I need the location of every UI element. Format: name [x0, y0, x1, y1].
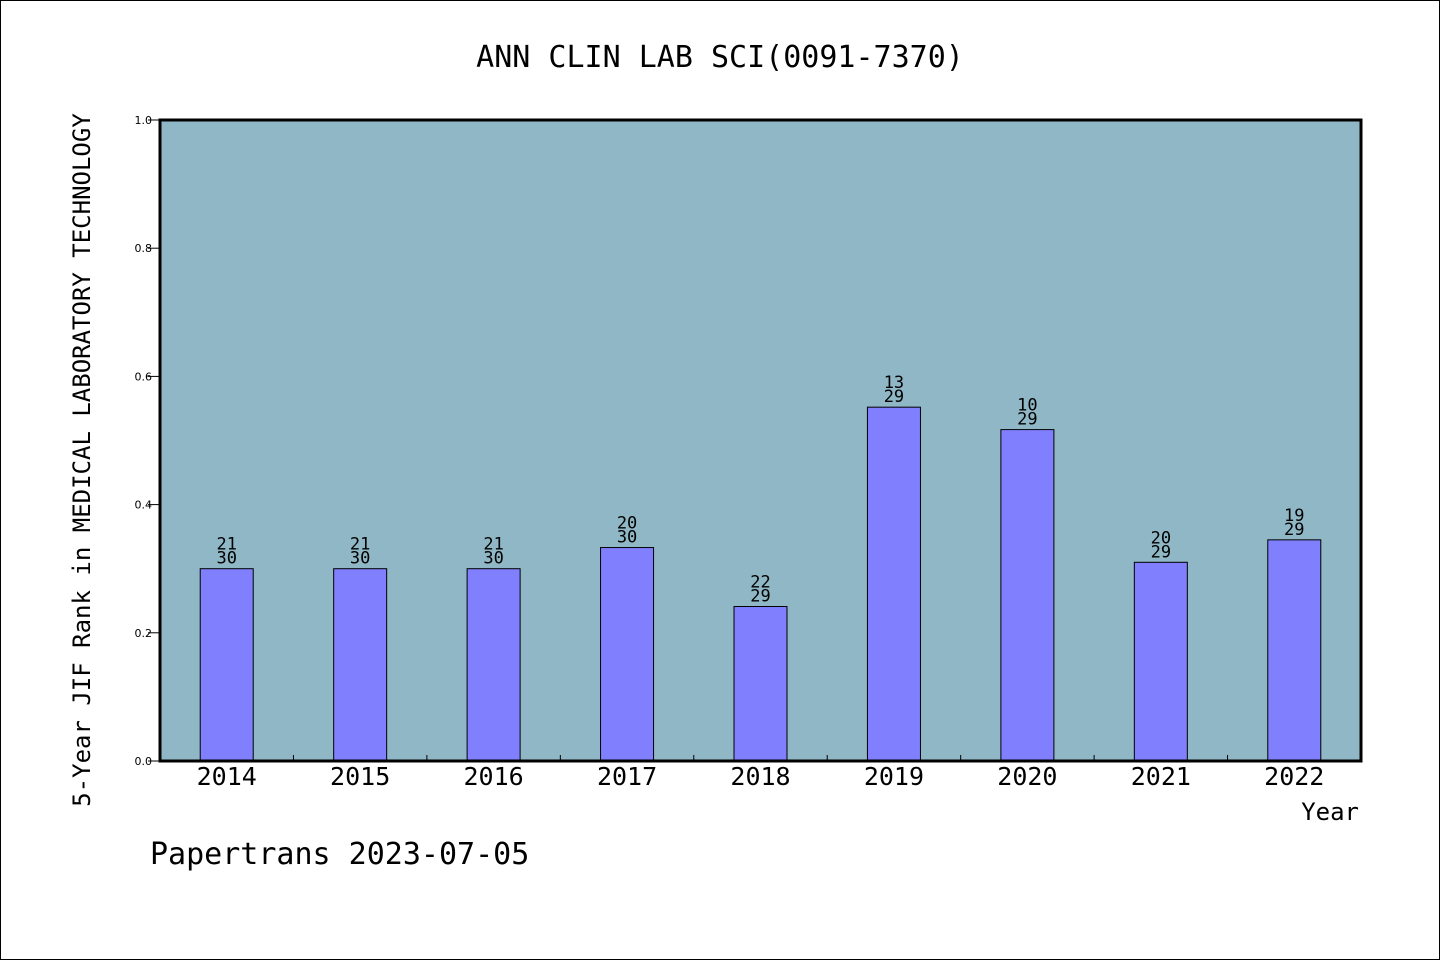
footer-credit: Papertrans 2023-07-05 — [150, 837, 529, 872]
bar-total-label: 30 — [617, 528, 637, 548]
bar-2018 — [733, 606, 788, 762]
x-tick-label: 2016 — [464, 762, 524, 791]
bar-rank-label: 20 — [1151, 528, 1171, 548]
x-tick-labels: 2014 2015 2016 2017 2018 2019 2020 2021 2022 — [197, 762, 1325, 791]
y-tick-label: 0.0 — [135, 755, 153, 768]
plot-border — [158, 118, 1363, 763]
x-tick-label: 2021 — [1131, 762, 1191, 791]
bar-2014 — [199, 568, 254, 762]
y-tick-label: 0.6 — [135, 370, 153, 383]
bar-total-label: 30 — [216, 549, 236, 569]
bar-total-label: 29 — [750, 587, 770, 607]
bar-2015 — [333, 568, 388, 762]
y-tick-label: 0.2 — [135, 627, 153, 640]
y-tick-label: 1.0 — [135, 114, 153, 127]
bar-rank-label: 19 — [1284, 506, 1304, 526]
bar-rank-label: 22 — [750, 573, 770, 593]
bar-rank-label: 21 — [350, 535, 370, 555]
bar-2021 — [1133, 561, 1188, 762]
x-tick-label: 2022 — [1264, 762, 1324, 791]
bar-total-label: 30 — [350, 549, 370, 569]
bar-2017 — [600, 547, 655, 762]
bar-2016 — [466, 568, 521, 762]
x-tick-label: 2017 — [597, 762, 657, 791]
bar-2020 — [1000, 429, 1055, 762]
bar-total-label: 29 — [1017, 410, 1037, 430]
x-axis-label: Year — [1301, 798, 1359, 826]
bar-rank-label: 21 — [216, 535, 236, 555]
y-tick-label: 0.8 — [135, 242, 153, 255]
bar-rank-label: 13 — [884, 373, 904, 393]
bar-rank-label: 10 — [1017, 396, 1037, 416]
bar-rank-label: 21 — [483, 535, 503, 555]
bar-2022 — [1267, 539, 1322, 762]
x-tick-label: 2014 — [197, 762, 257, 791]
bar-total-label: 29 — [884, 387, 904, 407]
x-tick-label: 2020 — [997, 762, 1057, 791]
bar-total-label: 29 — [1151, 542, 1171, 562]
y-tick-label: 0.4 — [135, 499, 153, 512]
y-axis-label: 5-Year JIF Rank in MEDICAL LABORATORY TE… — [68, 113, 96, 807]
chart-title: ANN CLIN LAB SCI(0091-7370) — [476, 40, 964, 75]
bar-total-label: 30 — [483, 549, 503, 569]
x-tick-label: 2018 — [730, 762, 790, 791]
bar-2019 — [866, 406, 921, 762]
bar-rank-label: 20 — [617, 514, 637, 534]
bars-group — [199, 406, 1322, 762]
y-axis-ticks: 0.0 0.2 0.4 0.6 0.8 1.0 — [135, 114, 160, 768]
bar-total-label: 29 — [1284, 520, 1304, 540]
x-tick-label: 2019 — [864, 762, 924, 791]
x-tick-label: 2015 — [330, 762, 390, 791]
